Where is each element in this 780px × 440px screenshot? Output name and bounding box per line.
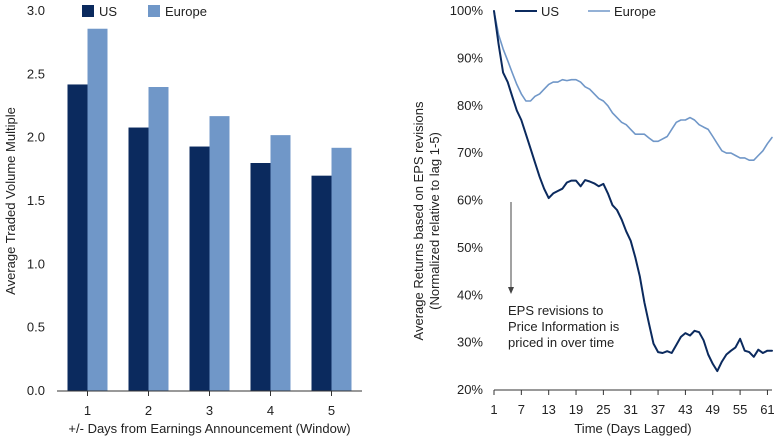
bar-us-2: [128, 127, 149, 392]
line-x-tick-label: 13: [541, 402, 555, 417]
bar-x-tick-label: 5: [328, 403, 335, 418]
line-x-tick-label: 31: [623, 402, 637, 417]
bar-europe-3: [209, 116, 230, 391]
legend-swatch-us: [82, 5, 94, 17]
line-chart-legend: US Europe: [515, 4, 656, 19]
series-line-us: [493, 10, 773, 373]
line-x-tick-label: 43: [678, 402, 692, 417]
bar-us-1: [67, 84, 88, 391]
line-y-tick-label: 60%: [457, 193, 483, 208]
line-x-tick-label: 37: [651, 402, 665, 417]
line-y-tick-label: 30%: [457, 335, 483, 350]
line-chart-y-ticks: 20% 30% 40% 50% 60% 70% 80% 90% 100%: [450, 3, 484, 397]
bar-chart-x-ticks: 1 2 3 4 5: [84, 391, 335, 418]
bar-europe-5: [331, 147, 352, 391]
bar-chart-legend: US Europe: [82, 4, 207, 19]
line-y-tick-label: 80%: [457, 98, 483, 113]
line-x-tick-label: 55: [733, 402, 747, 417]
line-y-tick-label: 100%: [450, 3, 484, 18]
legend-label-europe: Europe: [165, 4, 207, 19]
legend-label-us: US: [99, 4, 117, 19]
line-x-tick-label: 61: [760, 402, 774, 417]
line-chart-y-label-line1: Average Returns based on EPS revisions: [411, 101, 426, 340]
bar-x-tick-label: 1: [84, 403, 91, 418]
bar-us-3: [189, 146, 210, 391]
line-x-tick-label: 25: [596, 402, 610, 417]
legend-label-europe: Europe: [614, 4, 656, 19]
bar-chart: US Europe 0.0 0.5 1.0 1.5 2.0 2.5 3.0 1 2 3 4 5 +/-…: [3, 3, 362, 436]
bar-chart-x-label: +/- Days from Earnings Announcement (Win…: [68, 421, 350, 436]
annotation-arrow-head: [508, 287, 514, 294]
legend-swatch-europe: [148, 5, 160, 17]
line-y-tick-label: 90%: [457, 50, 483, 65]
line-y-tick-label: 40%: [457, 287, 483, 302]
bar-europe-1: [87, 28, 108, 391]
line-y-tick-label: 70%: [457, 145, 483, 160]
bar-y-tick-label: 3.0: [27, 3, 45, 18]
bar-x-tick-label: 2: [145, 403, 152, 418]
line-x-tick-label: 7: [518, 402, 525, 417]
bar-chart-y-ticks: 0.0 0.5 1.0 1.5 2.0 2.5 3.0: [27, 3, 45, 398]
line-y-tick-label: 50%: [457, 240, 483, 255]
bar-y-tick-label: 0.0: [27, 383, 45, 398]
annotation-text-line: EPS revisions to: [508, 303, 603, 318]
bar-us-4: [250, 163, 271, 391]
bar-europe-2: [148, 87, 169, 391]
bar-chart-y-label: Average Traded Volume Multiple: [3, 107, 18, 295]
line-x-tick-label: 49: [706, 402, 720, 417]
line-chart-x-ticks: 1 7 13 19 25 31 37 43 49 55 61: [490, 390, 775, 417]
bar-chart-bars: [67, 28, 352, 392]
legend-label-us: US: [541, 4, 559, 19]
bar-y-tick-label: 1.0: [27, 256, 45, 271]
line-chart: US Europe 20% 30% 40% 50% 60% 70% 80% 90% 100% 1 7…: [411, 3, 775, 436]
line-chart-series: [493, 10, 773, 373]
bar-y-tick-label: 2.0: [27, 130, 45, 145]
line-x-tick-label: 1: [490, 402, 497, 417]
bar-y-tick-label: 0.5: [27, 320, 45, 335]
annotation-text-line: Price Information is: [508, 319, 620, 334]
line-x-tick-label: 19: [569, 402, 583, 417]
bar-x-tick-label: 3: [206, 403, 213, 418]
bar-y-tick-label: 1.5: [27, 193, 45, 208]
bar-us-5: [311, 175, 332, 391]
bar-x-tick-label: 4: [267, 403, 274, 418]
bar-europe-4: [270, 135, 291, 391]
annotation-text-line: priced in over time: [508, 335, 614, 350]
line-chart-y-label-line2: (Normalized relative to lag 1-5): [427, 132, 442, 310]
line-chart-x-label: Time (Days Lagged): [574, 421, 691, 436]
line-y-tick-label: 20%: [457, 382, 483, 397]
bar-y-tick-label: 2.5: [27, 66, 45, 81]
series-line-europe: [493, 10, 773, 161]
